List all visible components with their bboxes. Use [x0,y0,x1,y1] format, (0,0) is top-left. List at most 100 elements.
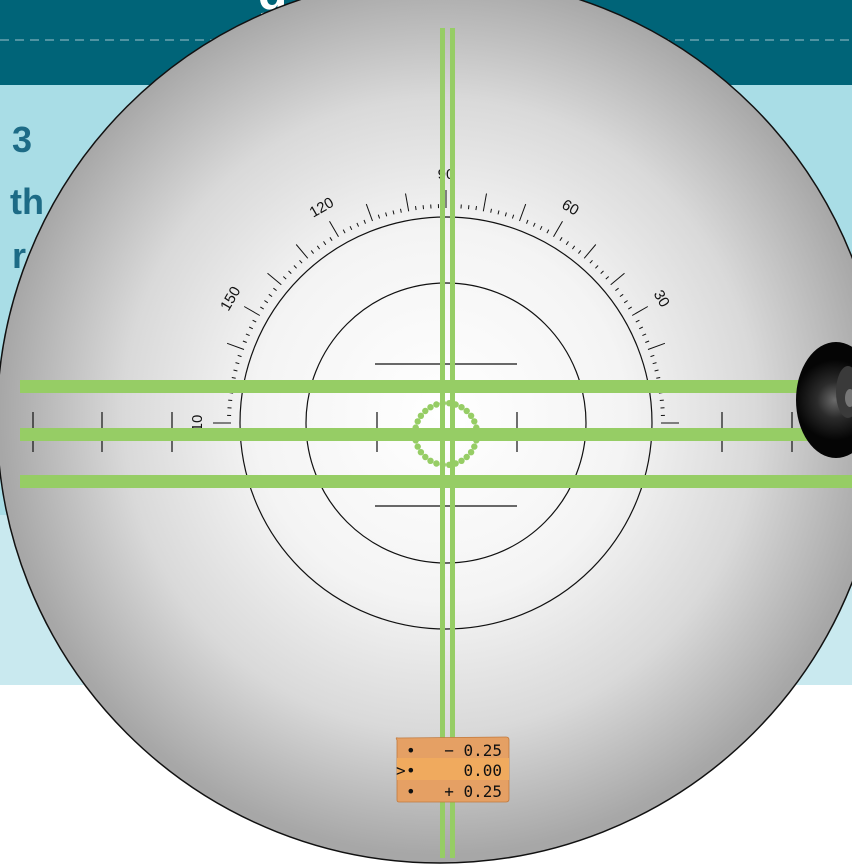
protractor-tick [237,354,242,358]
protractor-tick [635,319,640,323]
protractor-tick [385,212,388,217]
target-dot [417,449,425,456]
protractor-tick [600,270,604,274]
protractor-label-10: 10 [189,415,206,432]
protractor-tick [475,206,477,211]
readout-marker-2: • [406,761,416,780]
target-dot-ring [411,400,481,468]
protractor-tick [526,219,529,224]
protractor-tick [497,210,500,215]
protractor-tick [482,193,487,212]
protractor-tick [295,244,309,259]
protractor-tick [595,265,599,269]
protractor-tick [619,293,624,298]
protractor-tick [565,241,569,246]
side-text-line-2: th [10,181,44,222]
protractor-tick [293,265,297,269]
protractor-tick [642,333,647,337]
protractor-tick [245,333,250,337]
protractor-tick [504,212,507,217]
target-dot [458,404,465,411]
protractor-tick [282,276,287,280]
reticle-horizontal-center [20,428,852,441]
protractor-tick [405,193,410,212]
protractor-tick [532,222,536,227]
target-dot [471,443,478,450]
readout-marker-3: • [406,782,416,801]
side-text-line-3: r [12,235,26,276]
protractor-tick [252,319,257,323]
protractor-tick [638,326,644,330]
target-dot [458,457,465,464]
target-dot [467,449,475,456]
protractor-tick [377,214,381,219]
readout-row-plus: + 0.25 [444,782,502,801]
target-dot [463,407,470,415]
protractor-tick [267,272,282,286]
chevron-right-icon: > [396,761,406,780]
protractor-tick [490,208,492,213]
reticle-vertical-left [440,28,445,858]
side-text-line-1: 3 [12,119,32,160]
protractor-label-60: 60 [559,196,582,219]
protractor-tick [511,214,515,219]
target-dot [422,453,429,461]
protractor-scale [213,190,679,424]
protractor-tick [264,300,269,304]
protractor-tick [226,342,245,350]
protractor-tick [546,229,550,234]
protractor-tick [578,250,582,254]
protractor-tick [342,229,346,234]
reticle-green-lines [20,28,852,858]
reticle-horizontal-upper [20,380,852,393]
readout-row-zero: 0.00 [463,761,502,780]
target-dot [417,412,425,419]
protractor-tick [589,259,593,264]
target-dot [414,443,421,450]
target-dot [427,457,434,464]
reticle-vertical-right [450,28,455,858]
protractor-tick [288,270,292,274]
reticle-horizontal-lower [20,475,852,488]
target-dot [427,404,434,411]
protractor-tick [628,306,632,310]
reticle-inner-circle [305,282,587,564]
target-dot [414,418,421,425]
protractor-tick [365,203,373,222]
protractor-tick [645,340,650,343]
protractor-tick [329,237,333,241]
protractor-tick [539,225,543,231]
reticle-outer-circle [239,216,653,630]
protractor-tick [631,306,649,316]
protractor-tick [243,306,261,316]
protractor-tick [356,222,360,227]
protractor-tick [650,354,655,358]
power-readout: • • • > − 0.25 0.00 + 0.25 [395,736,510,803]
protractor-tick [299,259,303,264]
protractor-tick [260,306,264,310]
protractor-tick [248,326,254,330]
target-dot [433,401,440,408]
protractor-tick [647,342,666,350]
protractor-tick [329,220,339,238]
protractor-tick [415,206,417,211]
target-dot [463,453,470,461]
protractor-tick [623,300,628,304]
protractor-tick [652,362,657,365]
protractor-tick [349,225,353,231]
protractor-tick [310,250,315,254]
protractor-tick [363,219,366,224]
protractor-tick [235,362,240,365]
readout-marker-1: • [406,741,416,760]
protractor-tick [519,203,527,222]
protractor-tick [583,244,597,259]
protractor-tick [605,276,610,280]
readout-row-minus: − 0.25 [444,741,502,760]
protractor-tick [615,287,619,292]
target-dot [471,418,478,425]
protractor-tick [323,241,327,246]
eyepiece-icon [796,342,852,458]
protractor-tick [656,377,661,379]
protractor-tick [268,293,273,298]
